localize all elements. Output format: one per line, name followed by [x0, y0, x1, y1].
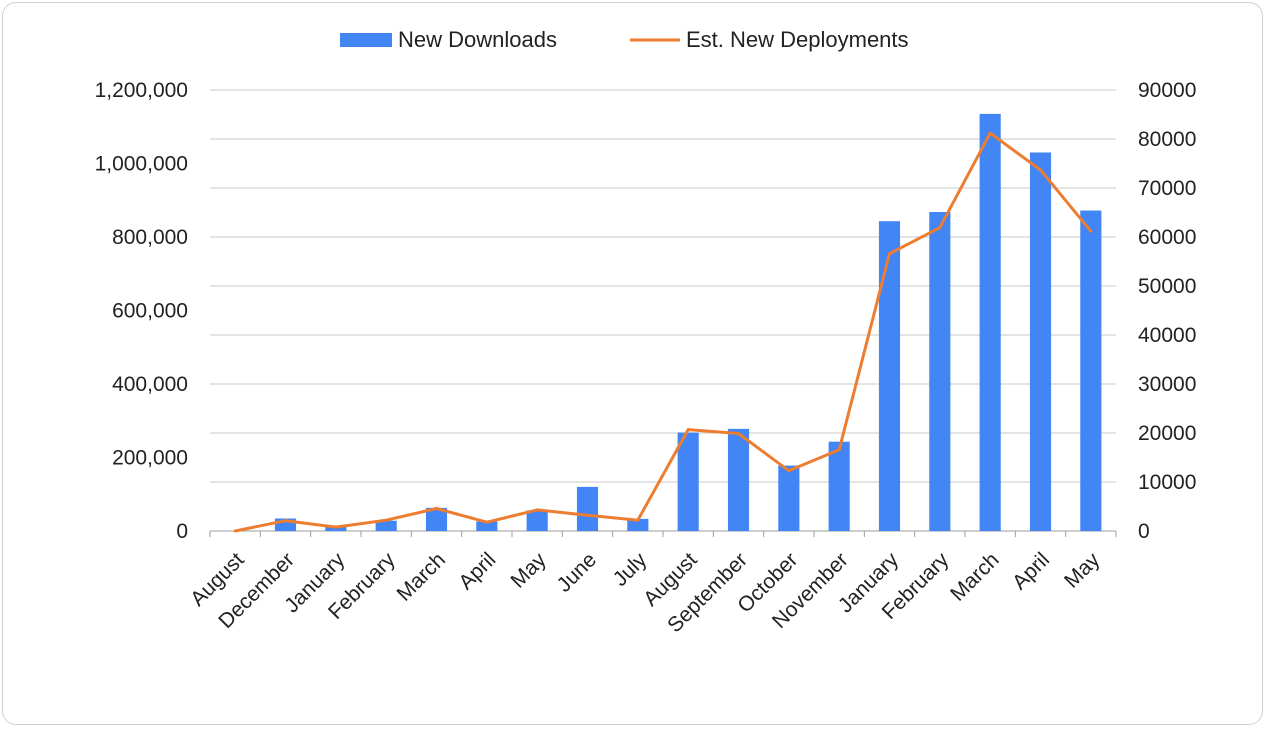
- x-tick-label: April: [454, 548, 500, 594]
- x-tick-label: May: [506, 548, 551, 593]
- line-point: [988, 131, 992, 135]
- bar: [828, 441, 850, 531]
- x-tick-label: March: [946, 548, 1004, 606]
- y-right-tick-label: 50000: [1138, 275, 1196, 298]
- x-tick-label: April: [1008, 548, 1054, 594]
- bar: [627, 518, 649, 531]
- line-point: [485, 520, 489, 524]
- y-left-tick-label: 400,000: [112, 373, 188, 396]
- y-axis-left: 0 200,000 400,000 600,000 800,000 1,000,000 1,…: [95, 79, 188, 543]
- line-point: [586, 513, 589, 517]
- x-tick-label: March: [393, 548, 451, 606]
- y-right-tick-label: 90000: [1138, 79, 1196, 102]
- bar: [778, 465, 800, 531]
- y-right-tick-label: 40000: [1138, 324, 1196, 347]
- line-point: [384, 518, 388, 522]
- y-axis-right: 0 10000 20000 30000 40000 50000 60000 70000 8000…: [1138, 79, 1196, 543]
- bar: [375, 520, 397, 531]
- bar: [727, 428, 750, 531]
- line-point: [1039, 168, 1042, 172]
- bar: [878, 221, 901, 531]
- y-right-tick-label: 30000: [1138, 373, 1196, 396]
- line-point: [435, 506, 438, 510]
- y-right-tick-label: 60000: [1138, 226, 1196, 249]
- line-est-new-deployments: [233, 131, 1093, 533]
- line-point: [535, 508, 539, 512]
- series-line: [234, 131, 1092, 533]
- x-tick-label: June: [553, 548, 601, 596]
- line-point: [686, 428, 690, 432]
- line-point: [233, 529, 237, 533]
- y-left-tick-label: 1,000,000: [95, 153, 188, 176]
- bar: [1080, 210, 1102, 532]
- line-point: [837, 448, 841, 452]
- y-left-tick-label: 0: [176, 520, 188, 543]
- y-left-tick-label: 200,000: [112, 447, 188, 470]
- legend: New Downloads Est. New Deployments: [340, 27, 909, 52]
- bar: [576, 486, 599, 531]
- legend-swatch-new-downloads: [340, 33, 392, 47]
- line-point: [1089, 229, 1093, 233]
- bar: [1029, 152, 1052, 531]
- y-right-tick-label: 70000: [1138, 177, 1196, 200]
- y-right-tick-label: 20000: [1138, 422, 1196, 445]
- line-point: [334, 525, 338, 529]
- line-point: [787, 469, 791, 473]
- bars-new-downloads: [274, 113, 1102, 532]
- y-left-tick-label: 1,200,000: [95, 79, 188, 102]
- y-right-tick-label: 10000: [1138, 471, 1196, 494]
- x-tick-label: May: [1060, 548, 1105, 593]
- y-left-tick-label: 600,000: [112, 300, 188, 323]
- bar: [526, 510, 548, 531]
- y-right-tick-label: 0: [1138, 520, 1150, 543]
- bar: [476, 521, 498, 531]
- x-tick-label: July: [609, 548, 652, 591]
- y-right-tick-label: 80000: [1138, 128, 1196, 151]
- y-left-tick-label: 800,000: [112, 226, 188, 249]
- bar: [929, 212, 951, 531]
- line-point: [737, 431, 740, 435]
- line-point: [938, 226, 942, 230]
- bar: [677, 432, 699, 531]
- legend-label-new-downloads: New Downloads: [398, 27, 557, 52]
- line-point: [284, 519, 287, 523]
- legend-label-est-new-deployments: Est. New Deployments: [686, 27, 909, 52]
- bar: [425, 507, 448, 531]
- line-point: [636, 518, 640, 522]
- bar: [979, 113, 1001, 531]
- line-point: [888, 252, 891, 256]
